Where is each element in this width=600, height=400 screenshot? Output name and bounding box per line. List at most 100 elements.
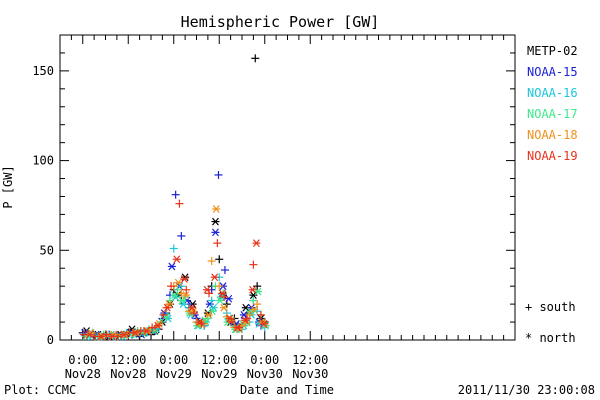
north-point xyxy=(195,318,204,326)
y-tick-label: 0 xyxy=(47,333,54,347)
x-tick-label-date: Nov30 xyxy=(247,367,283,381)
south-point xyxy=(222,312,231,321)
footer-timestamp: 2011/11/30 23:00:08 xyxy=(458,383,595,397)
south-point xyxy=(148,323,157,332)
north-point xyxy=(163,303,172,312)
south-point xyxy=(159,310,168,319)
legend-entry: NOAA-18 xyxy=(527,128,578,142)
plot-frame xyxy=(59,34,516,341)
north-point xyxy=(181,291,190,300)
x-tick-label-time: 0:00 xyxy=(250,353,279,367)
north-point xyxy=(167,262,176,271)
x-tick-label-time: 12:00 xyxy=(201,353,237,367)
y-tick-label: 50 xyxy=(40,243,54,257)
north-point xyxy=(172,255,181,264)
south-point xyxy=(102,330,111,339)
legend-north-entry: * north xyxy=(525,331,576,345)
south-point xyxy=(177,231,186,240)
legend-south-entry: + south xyxy=(525,300,576,314)
north-point xyxy=(233,323,242,332)
legend-entry: NOAA-17 xyxy=(527,107,578,121)
north-point xyxy=(187,303,196,312)
north-point xyxy=(216,296,225,305)
north-point xyxy=(225,314,234,323)
x-tick-label-date: Nov29 xyxy=(156,367,192,381)
x-tick-label-time: 12:00 xyxy=(292,353,328,367)
south-point xyxy=(207,296,216,305)
y-axis: 0 50 100 150 xyxy=(32,34,515,347)
north-point xyxy=(252,239,261,248)
x-tick-label-date: Nov30 xyxy=(292,367,328,381)
y-tick-label: 150 xyxy=(32,64,54,78)
north-point xyxy=(131,328,140,337)
south-point xyxy=(169,244,178,253)
x-tick-label-time: 0:00 xyxy=(159,353,188,367)
legend-entry: NOAA-16 xyxy=(527,86,578,100)
footer-plot-source: Plot: CCMC xyxy=(4,383,76,397)
south-point xyxy=(207,257,216,266)
x-tick-label-date: Nov28 xyxy=(65,367,101,381)
north-point xyxy=(224,294,233,303)
north-point xyxy=(178,296,187,305)
north-point xyxy=(119,330,128,339)
x-axis-label: Date and Time xyxy=(240,383,334,397)
data-points xyxy=(78,54,270,341)
north-point xyxy=(241,316,250,325)
north-point xyxy=(211,228,220,237)
north-point xyxy=(259,319,268,328)
south-point xyxy=(214,170,223,179)
north-point xyxy=(96,332,105,341)
north-point xyxy=(250,305,259,314)
south-point xyxy=(256,310,265,319)
legend-entry: NOAA-19 xyxy=(527,149,578,163)
south-point xyxy=(205,289,214,298)
south-point xyxy=(251,54,260,63)
y-tick-label: 100 xyxy=(32,154,54,168)
north-point xyxy=(142,327,151,335)
south-point xyxy=(220,292,229,301)
south-point xyxy=(249,296,258,305)
north-point xyxy=(203,285,212,294)
legend-entry: NOAA-15 xyxy=(527,65,578,79)
south-point xyxy=(177,282,186,291)
south-point xyxy=(220,266,229,275)
north-point xyxy=(204,310,213,319)
x-tick-label-date: Nov29 xyxy=(201,367,237,381)
south-point xyxy=(253,307,262,316)
north-point xyxy=(212,205,221,213)
south-point xyxy=(147,330,155,339)
x-tick-label-date: Nov28 xyxy=(110,367,146,381)
south-point xyxy=(253,282,262,291)
south-point xyxy=(215,282,224,291)
north-point xyxy=(108,332,117,341)
north-point xyxy=(210,273,219,282)
legend: METP-02 NOAA-15 NOAA-16 NOAA-17 NOAA-18 NOAA-… xyxy=(527,44,578,163)
x-tick-label-time: 12:00 xyxy=(110,353,146,367)
x-tick-label-time: 0:00 xyxy=(68,353,97,367)
south-point xyxy=(253,300,262,309)
north-point xyxy=(219,303,228,312)
south-point xyxy=(213,239,222,248)
south-point xyxy=(227,318,236,327)
north-point xyxy=(248,285,257,294)
x-axis: 0:00Nov2812:00Nov280:00Nov2912:00Nov290:… xyxy=(65,35,516,381)
chart-title: Hemispheric Power [GW] xyxy=(181,13,380,31)
north-point xyxy=(85,330,94,339)
south-point xyxy=(175,199,184,208)
north-point xyxy=(165,300,174,309)
south-point xyxy=(249,260,258,269)
south-point xyxy=(182,285,191,294)
north-point xyxy=(253,287,262,296)
y-axis-label: P [GW] xyxy=(1,165,15,208)
south-point xyxy=(171,190,180,199)
north-point xyxy=(180,275,189,283)
north-point xyxy=(174,278,183,287)
south-point xyxy=(167,282,176,291)
north-point xyxy=(211,217,220,226)
north-point xyxy=(153,321,162,330)
south-point xyxy=(215,255,224,264)
legend-entry: METP-02 xyxy=(527,44,578,58)
north-point xyxy=(218,289,227,298)
north-point xyxy=(170,291,179,300)
